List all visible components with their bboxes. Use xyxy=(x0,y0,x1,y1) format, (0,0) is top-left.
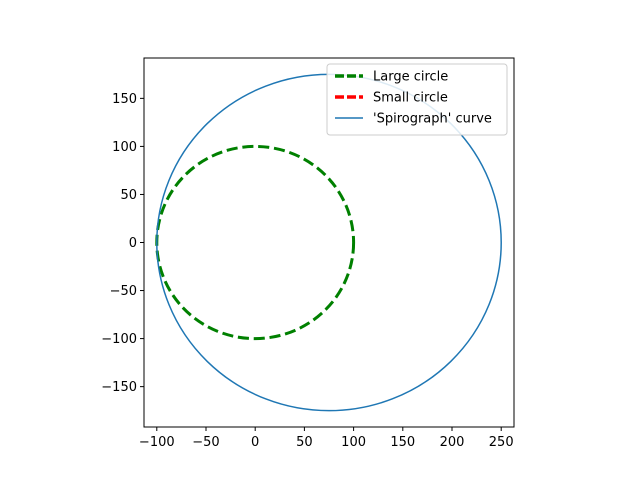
legend-label-spirograph-curve: 'Spirograph' curve xyxy=(373,112,492,127)
x-tick-label: 250 xyxy=(489,435,514,450)
legend-box xyxy=(326,63,508,136)
y-tick-label: 50 xyxy=(120,188,137,203)
x-tick-label: 100 xyxy=(341,435,366,450)
legend-label-small-circle: Small circle xyxy=(373,91,448,106)
x-tick-label: 50 xyxy=(296,435,313,450)
y-tick-label: −150 xyxy=(101,380,137,395)
y-tick-label: −100 xyxy=(101,332,137,347)
y-tick-label: 100 xyxy=(112,140,137,155)
x-tick-label: −100 xyxy=(139,435,175,450)
y-axis: −150 −100 −50 0 50 100 150 xyxy=(101,92,144,395)
x-tick-label: 150 xyxy=(390,435,415,450)
legend-label-large-circle: Large circle xyxy=(373,70,448,85)
y-tick-label: −50 xyxy=(110,284,137,299)
y-tick-label: 0 xyxy=(129,236,137,251)
x-axis: −100 −50 0 50 100 150 200 250 xyxy=(139,427,514,450)
x-tick-label: 0 xyxy=(251,435,259,450)
x-tick-label: −50 xyxy=(192,435,219,450)
x-tick-label: 200 xyxy=(440,435,465,450)
y-tick-label: 150 xyxy=(112,92,137,107)
legend: Large circle Small circle 'Spirograph' cur… xyxy=(326,63,508,136)
